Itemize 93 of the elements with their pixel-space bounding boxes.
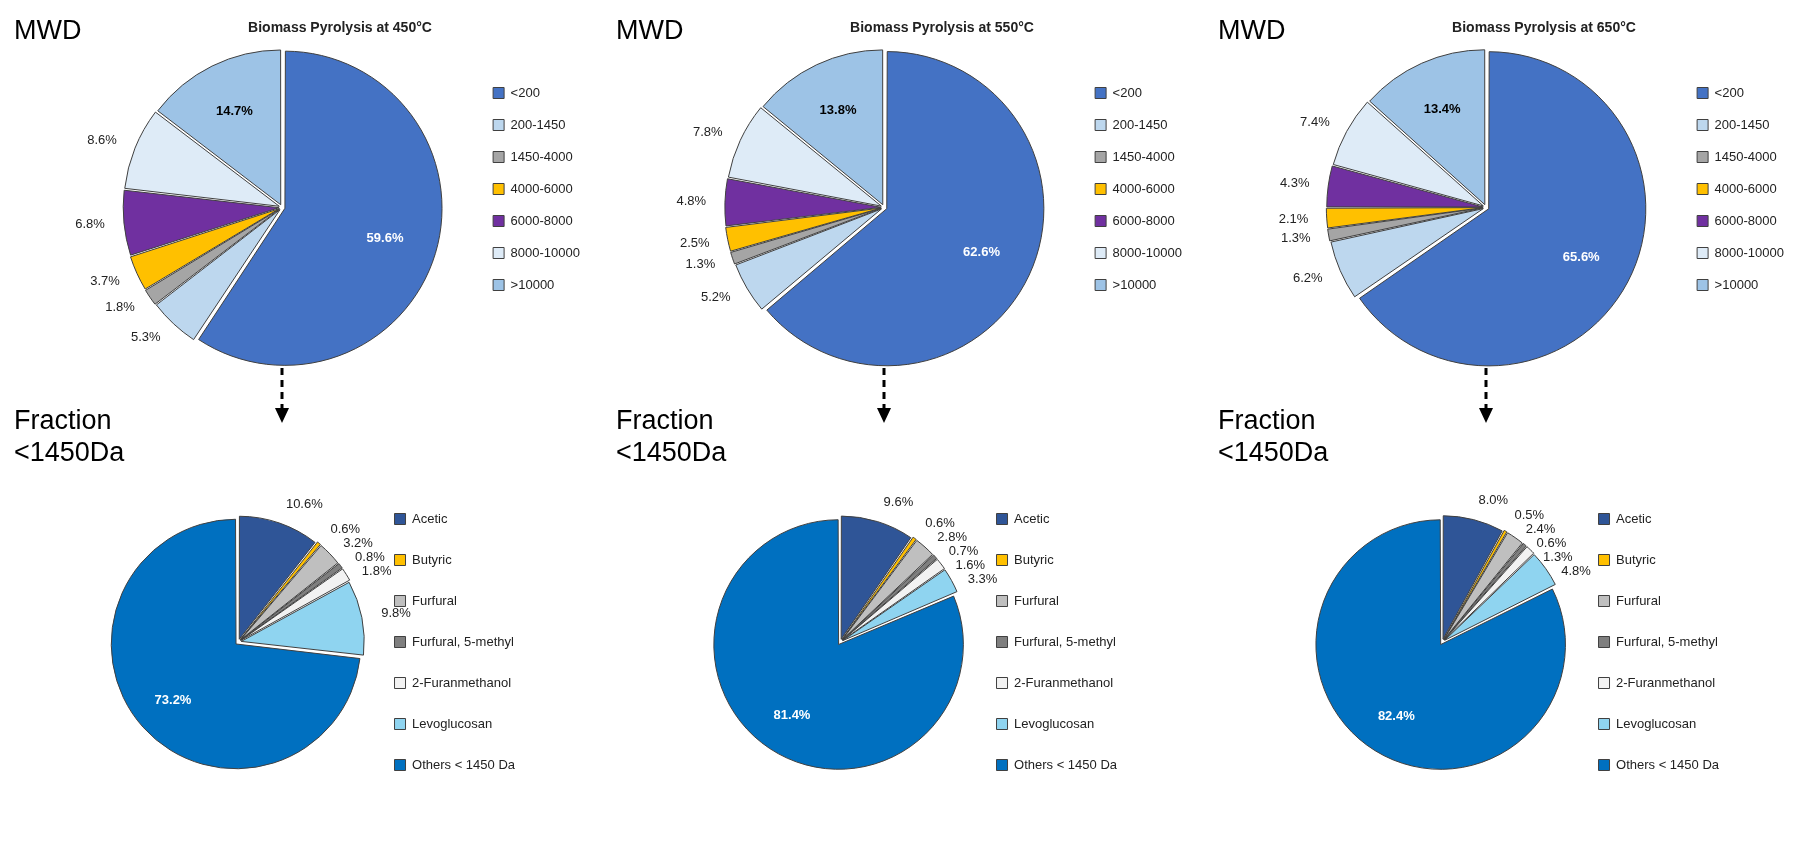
legend-label: >10000 <box>1112 276 1157 292</box>
text: MWD <box>14 14 83 46</box>
data-label: 7.8% <box>692 123 724 139</box>
data-label: 59.6% <box>366 229 404 245</box>
data-label: 3.2% <box>343 534 374 550</box>
legend-label: <200 <box>510 84 540 100</box>
legend-label: Acetic <box>1616 510 1652 526</box>
data-label: 6.8% <box>75 216 106 232</box>
data-label: 2.8% <box>937 529 968 545</box>
data-label: 82.4% <box>1377 708 1416 724</box>
legend-label: Furfural, 5-methyl <box>412 633 514 649</box>
text: Fraction <1450Da <box>616 404 728 468</box>
data-label: 4.8% <box>676 193 707 209</box>
legend-label: 200-1450 <box>1714 116 1770 132</box>
text: MWD <box>616 14 685 46</box>
data-label: 4.3% <box>1279 175 1310 191</box>
data-label: 2.5% <box>679 234 710 250</box>
data-label: 5.3% <box>130 329 162 345</box>
legend-label: Butyric <box>1616 551 1657 567</box>
legend-label: Levoglucosan <box>1616 715 1697 731</box>
legend-label: 6000-8000 <box>1112 212 1175 228</box>
data-label: 10.6% <box>285 495 324 511</box>
data-label: 1.8% <box>361 562 392 578</box>
legend-label: Butyric <box>412 551 453 567</box>
legend-label: 2-Furanmethanol <box>1616 674 1716 690</box>
chart-title: Biomass Pyrolysis at 550°C <box>850 19 1034 36</box>
data-label: 7.4% <box>1300 113 1331 129</box>
data-label: 2.1% <box>1278 210 1309 226</box>
data-label: 0.6% <box>1536 534 1567 550</box>
text: MWD <box>1218 14 1287 46</box>
data-label: 65.6% <box>1562 249 1601 265</box>
legend-label: 6000-8000 <box>1714 212 1777 228</box>
chart-title: Biomass Pyrolysis at 650°C <box>1452 19 1636 36</box>
data-label: 13.8% <box>819 101 857 117</box>
legend-label: 4000-6000 <box>1714 180 1777 196</box>
data-label: 62.6% <box>963 244 1001 260</box>
data-label: 81.4% <box>773 706 811 722</box>
legend-label: Levoglucosan <box>412 715 493 731</box>
data-label: 1.6% <box>955 557 986 573</box>
legend-label: Acetic <box>412 510 448 526</box>
data-label: 1.3% <box>1280 229 1312 245</box>
legend-label: 4000-6000 <box>510 180 573 196</box>
legend-label: Furfural, 5-methyl <box>1616 633 1718 649</box>
data-label: 13.4% <box>1423 100 1462 116</box>
legend-label: 1450-4000 <box>510 148 573 164</box>
text: Fraction <1450Da <box>1218 404 1330 468</box>
legend-label: 8000-10000 <box>1714 244 1785 260</box>
data-label: 0.7% <box>948 543 979 559</box>
legend-label: Levoglucosan <box>1014 715 1095 731</box>
legend-label: Furfural <box>1014 592 1059 608</box>
legend-label: Furfural, 5-methyl <box>1014 633 1116 649</box>
legend-label: 1450-4000 <box>1714 148 1777 164</box>
text: Fraction <1450Da <box>14 404 126 468</box>
data-label: 3.3% <box>967 571 998 587</box>
legend-label: Others < 1450 Da <box>1014 756 1118 772</box>
legend-label: Butyric <box>1014 551 1055 567</box>
legend-label: Others < 1450 Da <box>1616 756 1720 772</box>
data-label: 8.6% <box>87 132 118 148</box>
legend-label: >10000 <box>1714 276 1759 292</box>
legend-label: 8000-10000 <box>510 244 581 260</box>
data-label: 0.8% <box>355 548 386 564</box>
legend-label: 2-Furanmethanol <box>412 674 512 690</box>
data-label: 14.7% <box>215 102 254 118</box>
legend-label: <200 <box>1714 84 1744 100</box>
data-label: 8.0% <box>1478 492 1509 508</box>
data-label: 1.3% <box>1543 548 1574 564</box>
data-label: 0.6% <box>330 520 361 536</box>
legend-label: 6000-8000 <box>510 212 573 228</box>
legend-label: 8000-10000 <box>1112 244 1183 260</box>
data-label: 0.5% <box>1514 506 1545 522</box>
legend-label: 200-1450 <box>510 116 566 132</box>
legend-label: Acetic <box>1014 510 1050 526</box>
data-label: 1.3% <box>685 255 716 271</box>
legend-label: Others < 1450 Da <box>412 756 516 772</box>
data-label: 6.2% <box>1292 269 1324 285</box>
legend-label: <200 <box>1112 84 1142 100</box>
legend-label: Furfural <box>1616 592 1661 608</box>
data-label: 73.2% <box>154 691 192 707</box>
data-label: 2.4% <box>1525 520 1556 536</box>
data-label: 3.7% <box>90 272 121 288</box>
chart-title: Biomass Pyrolysis at 450°C <box>248 19 432 36</box>
legend-label: 200-1450 <box>1112 116 1168 132</box>
data-label: 1.8% <box>105 299 136 315</box>
data-label: 9.8% <box>381 605 412 621</box>
data-label: 5.2% <box>700 289 732 305</box>
legend-label: 2-Furanmethanol <box>1014 674 1114 690</box>
data-label: 0.6% <box>925 515 956 531</box>
legend-label: 1450-4000 <box>1112 148 1175 164</box>
data-label: 4.8% <box>1561 562 1592 578</box>
legend-label: 4000-6000 <box>1112 180 1175 196</box>
legend-label: Furfural <box>412 592 457 608</box>
legend-label: >10000 <box>510 276 555 292</box>
data-label: 9.6% <box>883 494 914 510</box>
